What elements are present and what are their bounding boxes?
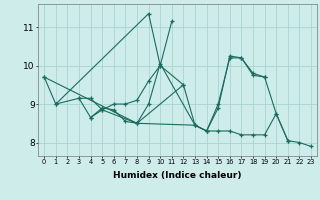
X-axis label: Humidex (Indice chaleur): Humidex (Indice chaleur) <box>113 171 242 180</box>
